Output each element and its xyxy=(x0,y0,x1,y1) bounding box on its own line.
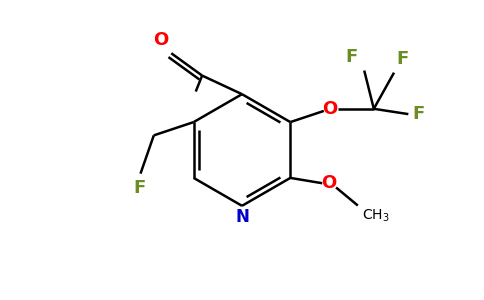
Text: F: F xyxy=(346,48,358,66)
Text: O: O xyxy=(153,31,168,49)
Text: F: F xyxy=(397,50,409,68)
Text: F: F xyxy=(133,179,146,197)
Text: O: O xyxy=(322,100,338,118)
Text: F: F xyxy=(412,105,425,123)
Text: CH$_3$: CH$_3$ xyxy=(362,207,389,224)
Text: O: O xyxy=(321,174,336,192)
Text: N: N xyxy=(235,208,249,226)
